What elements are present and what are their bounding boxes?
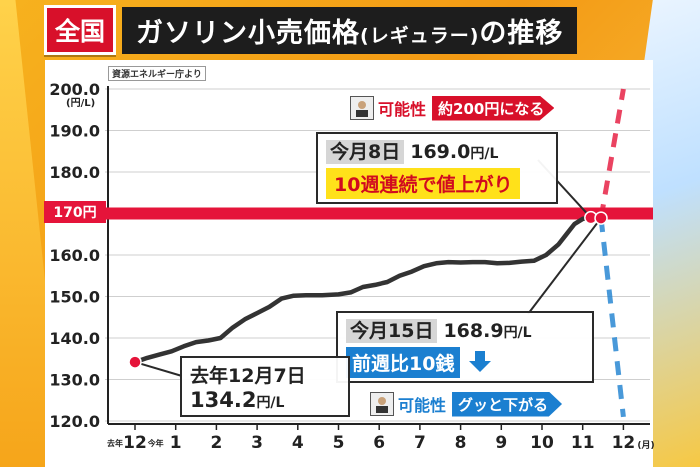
- data-point-marker: [594, 211, 608, 225]
- scenario-down-label: 可能性: [398, 396, 447, 415]
- projection-up: [598, 88, 626, 219]
- callout-start: 去年12月7日 134.2円/L: [180, 356, 350, 417]
- y-tick-label: 140.0: [49, 329, 100, 348]
- source-label: 資源エネルギー庁より: [108, 66, 206, 81]
- leader-current: [527, 217, 602, 315]
- series-line: [132, 215, 604, 365]
- callout-current-tag: 今月15日: [346, 319, 438, 343]
- callout-current: 今月15日 168.9円/L 前週比10銭: [336, 311, 594, 383]
- callout-latest-tag: 今月8日: [326, 140, 405, 164]
- callout-current-value: 168.9: [443, 320, 504, 342]
- y-tick-label: 130.0: [49, 371, 100, 390]
- page-title: ガソリン小売価格(レギュラー)の推移: [122, 6, 578, 54]
- y-tick-label: 120.0: [49, 412, 100, 431]
- title-sub: (レギュラー): [360, 24, 480, 47]
- callout-current-unit: 円/L: [503, 325, 532, 341]
- y-tick-label: 180.0: [49, 163, 100, 182]
- x-tick-label: 12: [123, 433, 147, 453]
- x-tick-prefix: 今年: [147, 438, 164, 448]
- title-end: の推移: [479, 17, 564, 49]
- callout-current-note: 前週比10銭: [346, 347, 461, 378]
- x-tick-label: 5: [333, 433, 345, 453]
- callout-start-unit: 円/L: [256, 395, 285, 411]
- x-tick-label: 6: [373, 433, 385, 453]
- leader-start: [134, 361, 183, 377]
- x-tick-label: 7: [414, 433, 426, 453]
- scenario-down: 可能性 グッと下がる: [370, 391, 563, 417]
- y-tick-label: 160.0: [49, 246, 100, 265]
- callout-latest-unit: 円/L: [470, 146, 499, 162]
- x-tick-label: 8: [455, 433, 467, 453]
- callout-latest-note: 10週連続で値上がり: [326, 168, 521, 199]
- y-tick-label: 200.0: [49, 80, 100, 99]
- ref-line-label: 170円: [44, 201, 106, 223]
- scenario-up: 可能性 約200円になる: [350, 95, 555, 121]
- x-tick-label: 1: [170, 433, 182, 453]
- callout-latest: 今月8日 169.0円/L 10週連続で値上がり: [316, 132, 558, 204]
- data-point-marker: [128, 355, 142, 369]
- callout-start-date: 去年12月7日: [190, 365, 306, 387]
- scenario-down-text: グッと下がる: [452, 391, 563, 417]
- down-arrow-icon: [468, 349, 492, 377]
- x-tick-label: 12: [612, 433, 636, 453]
- x-tick-label: 4: [292, 433, 304, 453]
- x-tick-label: 9: [495, 433, 507, 453]
- x-tick-label: 2: [210, 433, 222, 453]
- scenario-up-text: 約200円になる: [432, 95, 555, 121]
- projection-down: [598, 217, 626, 418]
- region-badge: 全国: [44, 5, 117, 55]
- x-tick-label: 11: [571, 433, 595, 453]
- person-icon: [350, 96, 374, 120]
- header: 全国 ガソリン小売価格(レギュラー)の推移: [44, 5, 578, 55]
- callout-start-value: 134.2: [190, 388, 257, 412]
- scenario-up-label: 可能性: [378, 100, 427, 119]
- y-unit-label: (円/L): [66, 98, 96, 109]
- y-tick-label: 150.0: [49, 288, 100, 307]
- x-tick-prefix: 去年: [107, 438, 123, 448]
- y-tick-label: 190.0: [49, 122, 100, 141]
- person-icon: [370, 392, 394, 416]
- x-tick-label: 10: [530, 433, 554, 453]
- callout-latest-value: 169.0: [410, 141, 471, 163]
- x-tick-suffix: (月): [637, 440, 654, 451]
- title-main: ガソリン小売価格: [136, 17, 361, 49]
- x-tick-label: 3: [251, 433, 263, 453]
- reference-line-170: [106, 207, 653, 220]
